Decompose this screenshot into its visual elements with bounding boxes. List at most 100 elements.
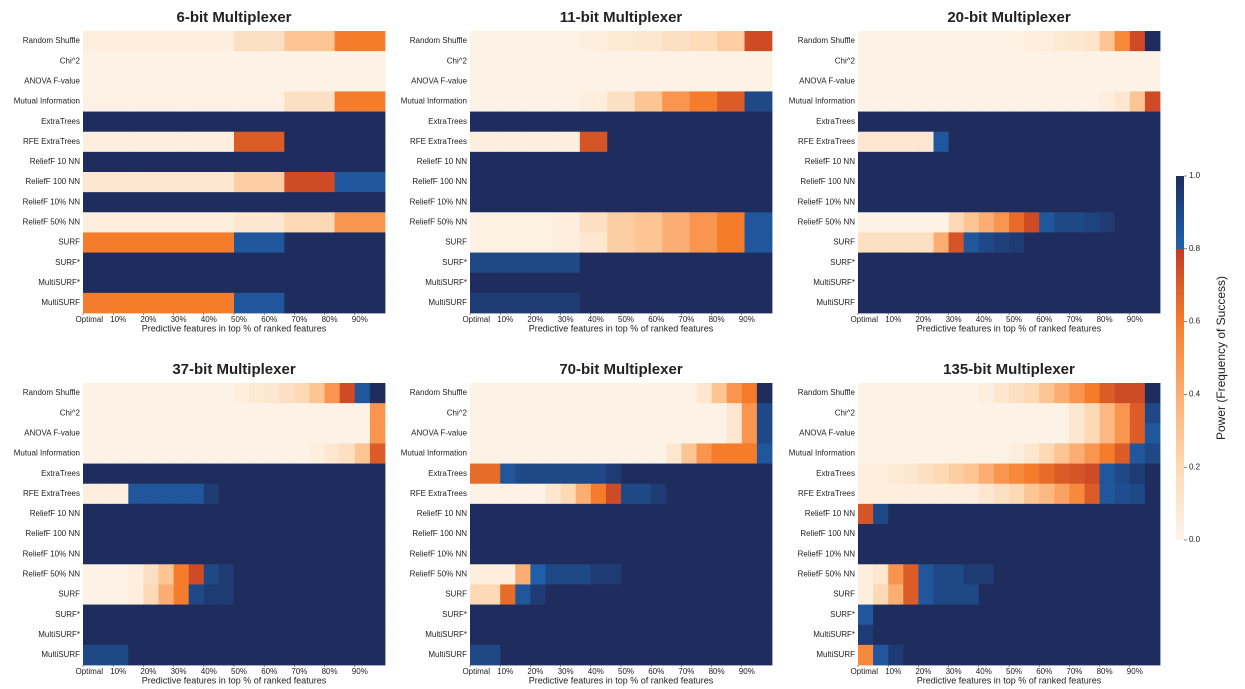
- heat-cell: [580, 212, 608, 233]
- heat-cell: [174, 524, 190, 545]
- heat-cell: [1085, 71, 1101, 92]
- heat-cell: [1039, 564, 1055, 585]
- heat-cell: [1039, 584, 1055, 605]
- heat-cell: [903, 564, 919, 585]
- heat-cell: [858, 484, 874, 505]
- heat-cell: [964, 91, 980, 112]
- row-label: SURF*: [442, 258, 467, 267]
- row-label: SURF*: [830, 258, 855, 267]
- heat-cell: [745, 192, 773, 213]
- heat-cell: [858, 91, 874, 112]
- heat-cell: [903, 504, 919, 525]
- heat-cell: [903, 152, 919, 173]
- heat-cell: [745, 273, 773, 294]
- heat-cell: [83, 172, 134, 193]
- heat-cell: [284, 112, 335, 133]
- heat-cell: [1024, 51, 1040, 72]
- heat-cell: [128, 504, 144, 525]
- heat-cell: [580, 192, 608, 213]
- heat-cell: [949, 544, 965, 565]
- heat-cell: [580, 293, 608, 314]
- row-label: ANOVA F-value: [799, 76, 855, 85]
- heat-cell: [994, 625, 1010, 646]
- heat-cell: [690, 253, 718, 274]
- heat-cell: [1024, 564, 1040, 585]
- heat-cell: [113, 403, 129, 424]
- row-label: Mutual Information: [14, 97, 80, 106]
- heat-cell: [552, 51, 580, 72]
- heat-cell: [264, 605, 280, 626]
- heat-cell: [1009, 605, 1025, 626]
- heat-cell: [249, 584, 265, 605]
- heat-cell: [606, 464, 622, 485]
- heat-cell: [994, 564, 1010, 585]
- row-label: MultiSURF*: [38, 278, 80, 287]
- row-label: ReliefF 10% NN: [23, 197, 81, 206]
- heat-cell: [204, 484, 220, 505]
- heat-cell: [873, 152, 889, 173]
- heat-cell: [681, 524, 697, 545]
- heat-cell: [1115, 172, 1131, 193]
- heat-cell: [1145, 172, 1161, 193]
- heat-cell: [249, 625, 265, 646]
- heat-cell: [497, 152, 525, 173]
- heat-cell: [1130, 423, 1146, 444]
- heat-cell: [994, 605, 1010, 626]
- heat-cell: [1100, 464, 1116, 485]
- heat-cell: [515, 504, 531, 525]
- heat-cell: [83, 605, 99, 626]
- heat-cell: [666, 544, 682, 565]
- row-label: ReliefF 50% NN: [798, 217, 856, 226]
- heat-cell: [745, 31, 773, 52]
- heat-cell: [1024, 423, 1040, 444]
- heat-cell: [335, 253, 386, 274]
- heat-cell: [964, 293, 980, 314]
- heat-cell: [727, 484, 743, 505]
- heat-cell: [370, 484, 386, 505]
- heat-cell: [500, 423, 516, 444]
- heat-cell: [635, 273, 663, 294]
- heat-cell: [651, 464, 667, 485]
- heat-cell: [697, 625, 713, 646]
- heat-cell: [1069, 152, 1085, 173]
- heat-cell: [189, 564, 205, 585]
- heat-cell: [918, 192, 934, 213]
- heat-cell: [279, 383, 295, 404]
- row-label: SURF*: [55, 258, 80, 267]
- colorbar-tick-label: 0.0: [1189, 535, 1201, 544]
- heat-cell: [651, 484, 667, 505]
- heat-cell: [606, 524, 622, 545]
- heat-cell: [918, 71, 934, 92]
- heat-cell: [83, 464, 99, 485]
- heat-cell: [697, 403, 713, 424]
- heat-cell: [189, 524, 205, 545]
- heat-cell: [651, 625, 667, 646]
- row-label: MultiSURF: [816, 650, 855, 659]
- heat-cell: [234, 584, 250, 605]
- x-tick-label: 10%: [497, 667, 513, 676]
- heat-cell: [979, 132, 995, 153]
- heat-cell: [636, 584, 652, 605]
- heat-cell: [1085, 524, 1101, 545]
- heat-cell: [279, 403, 295, 424]
- heat-cell: [1115, 112, 1131, 133]
- heat-cell: [1130, 293, 1146, 314]
- row-label: ReliefF 10 NN: [30, 509, 80, 518]
- heat-cell: [1054, 192, 1070, 213]
- row-label: Random Shuffle: [23, 36, 81, 45]
- heat-cell: [873, 51, 889, 72]
- heat-cell: [1069, 192, 1085, 213]
- heat-cell: [964, 544, 980, 565]
- heat-cell: [279, 584, 295, 605]
- heat-cell: [1009, 625, 1025, 646]
- heat-cell: [1069, 383, 1085, 404]
- heat-cell: [1115, 484, 1131, 505]
- heat-cell: [133, 232, 184, 253]
- heat-cell: [1085, 172, 1101, 193]
- heat-cell: [757, 504, 773, 525]
- heat-cell: [576, 423, 592, 444]
- heat-cell: [934, 192, 950, 213]
- heat-cell: [159, 564, 175, 585]
- heat-cell: [690, 132, 718, 153]
- heat-cell: [1115, 71, 1131, 92]
